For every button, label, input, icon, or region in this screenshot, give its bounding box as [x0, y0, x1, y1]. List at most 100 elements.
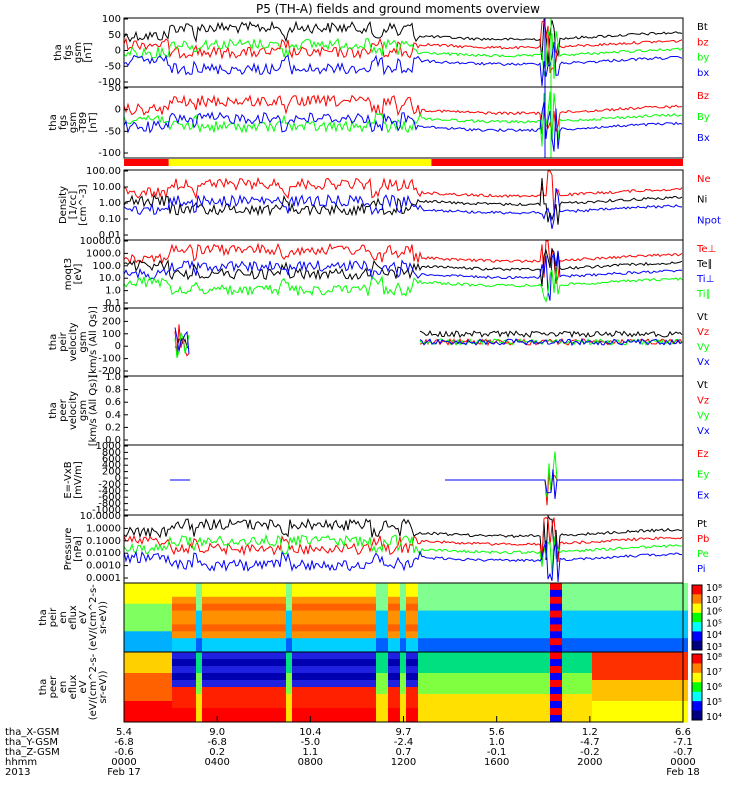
spectrogram-cell	[412, 631, 418, 639]
spectrogram-cell	[448, 687, 454, 695]
spectrogram-cell	[412, 610, 418, 618]
spectrogram-cell	[502, 638, 508, 646]
spectrogram-cell	[280, 603, 286, 612]
spectrogram-cell	[124, 701, 130, 709]
spectrogram-cell	[400, 673, 406, 681]
spectrogram-cell	[628, 694, 634, 702]
spectrogram-cell	[454, 694, 460, 702]
legend-entry: Te∥	[696, 259, 713, 270]
spectrogram-cell	[256, 617, 262, 625]
spectrogram-cell	[190, 589, 196, 598]
spectrogram-cell	[352, 603, 358, 612]
spectrogram-cell	[622, 715, 628, 723]
spectrogram-cell	[364, 624, 370, 632]
spectrogram-cell	[418, 715, 424, 723]
spectrogram-cell	[352, 638, 358, 646]
spectrogram-cell	[232, 715, 238, 723]
spectrogram-cell	[682, 659, 688, 667]
spectrogram-cell	[394, 624, 400, 632]
spectrogram-cell	[196, 652, 202, 660]
spectrogram-cell	[400, 603, 406, 612]
spectrogram-cell	[304, 652, 310, 660]
spectrogram-cell	[184, 701, 190, 709]
spectrogram-cell	[226, 673, 232, 681]
spectrogram-cell	[664, 701, 670, 709]
spectrogram-cell	[406, 631, 412, 639]
spectrogram-cell	[676, 603, 682, 612]
x-tick-value: 6.6	[675, 727, 691, 738]
spectrogram-cell	[328, 589, 334, 598]
spectrogram-cell	[274, 652, 280, 660]
spectrogram-cell	[364, 666, 370, 674]
spectrogram-cell	[298, 652, 304, 660]
spectrogram-cell	[544, 645, 550, 653]
spectrogram-cell	[154, 659, 160, 667]
spectrogram-cell	[298, 680, 304, 688]
legend-entry: Pb	[697, 534, 709, 545]
spectrogram-cell	[226, 708, 232, 716]
spectrogram-cell	[472, 603, 478, 612]
spectrogram-cell	[574, 645, 580, 653]
spectrogram-cell	[568, 666, 574, 674]
spectrogram-cell	[262, 610, 268, 618]
spectrogram-cell	[586, 701, 592, 709]
x-date-start: Feb 17	[107, 767, 141, 778]
spectrogram-cell	[418, 596, 424, 605]
spectrogram-cell	[124, 715, 130, 723]
spectrogram-cell	[664, 645, 670, 653]
spectrogram-cell	[424, 659, 430, 667]
spectrogram-cell	[556, 631, 562, 639]
spectrogram-cell	[556, 603, 562, 612]
spectrogram-cell	[220, 617, 226, 625]
spectrogram-cell	[574, 708, 580, 716]
spectrogram-cell	[238, 694, 244, 702]
spectrogram-cell	[136, 645, 142, 653]
spectrogram-cell	[388, 631, 394, 639]
spectrogram-cell	[406, 694, 412, 702]
colorbar-step	[692, 691, 702, 702]
spectrogram-cell	[160, 603, 166, 612]
spectrogram-cell	[370, 603, 376, 612]
legend-entry: Npot	[697, 215, 721, 226]
spectrogram-cell	[280, 666, 286, 674]
spectrogram-cell	[142, 589, 148, 598]
spectrogram-cell	[586, 708, 592, 716]
spectrogram-cell	[316, 701, 322, 709]
spectrogram-cell	[268, 589, 274, 598]
spectrogram-cell	[238, 589, 244, 598]
spectrogram-cell	[412, 645, 418, 653]
spectrogram-cell	[550, 715, 556, 723]
spectrogram-cell	[394, 715, 400, 723]
spectrogram-cell	[322, 583, 328, 591]
spectrogram-cell	[418, 589, 424, 598]
spectrogram-cell	[256, 708, 262, 716]
spectrogram-cell	[388, 652, 394, 660]
legend-entry: bz	[697, 37, 709, 48]
spectrogram-cell	[610, 610, 616, 618]
y-tick-label: -200	[98, 366, 121, 377]
spectrogram-cell	[148, 687, 154, 695]
spectrogram-cell	[544, 715, 550, 723]
spectrogram-cell	[214, 589, 220, 598]
spectrogram-cell	[364, 603, 370, 612]
spectrogram-cell	[160, 610, 166, 618]
spectrogram-cell	[412, 701, 418, 709]
spectrogram-cell	[250, 673, 256, 681]
spectrogram-cell	[472, 673, 478, 681]
spectrogram-cell	[400, 596, 406, 605]
trace	[445, 469, 683, 500]
spectrogram-cell	[652, 617, 658, 625]
spectrogram-cell	[292, 715, 298, 723]
spectrogram-cell	[142, 603, 148, 612]
spectrogram-cell	[322, 631, 328, 639]
spectrogram-cell	[646, 680, 652, 688]
spectrogram-cell	[598, 603, 604, 612]
spectrogram-cell	[640, 638, 646, 646]
spectrogram-cell	[190, 645, 196, 653]
y-axis-label-line: gsm	[68, 112, 79, 133]
spectrogram-cell	[226, 715, 232, 723]
spectrogram-cell	[598, 673, 604, 681]
spectrogram-cell	[502, 680, 508, 688]
spectrogram-cell	[364, 687, 370, 695]
spectrogram-cell	[226, 638, 232, 646]
